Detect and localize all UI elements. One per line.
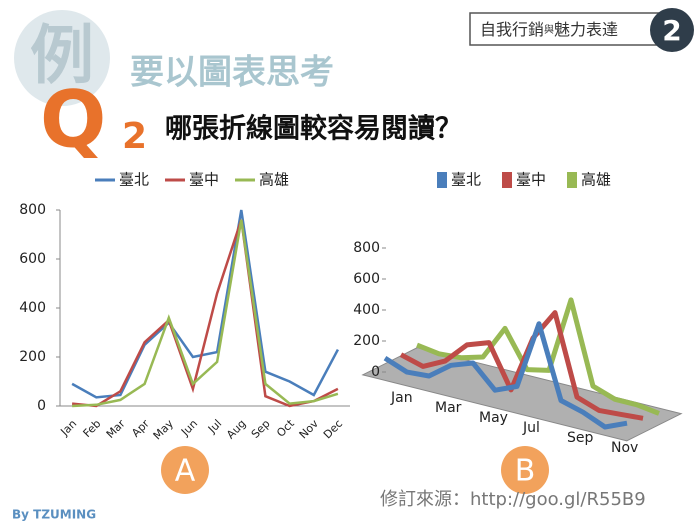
legend-label: 臺北 bbox=[119, 171, 149, 189]
legend-label: 臺中 bbox=[516, 171, 546, 189]
x-tick-label: Mar bbox=[435, 400, 462, 416]
logo: 例 bbox=[30, 20, 94, 94]
x-tick-label: Jun bbox=[178, 417, 200, 439]
q-letter: Q bbox=[40, 75, 106, 165]
x-tick-label: May bbox=[151, 417, 177, 443]
legend-label: 臺北 bbox=[451, 171, 481, 189]
label-a-bg bbox=[161, 446, 209, 494]
header-title: 自我行銷與魅力表達 bbox=[480, 20, 618, 39]
series-line bbox=[71, 209, 340, 399]
x-tick-label: Feb bbox=[81, 417, 104, 440]
legend-swatch bbox=[567, 172, 577, 188]
legend-label: 高雄 bbox=[259, 171, 289, 189]
badge-bg bbox=[650, 8, 694, 52]
label-a: A bbox=[175, 454, 196, 489]
watermark: By TZUMING bbox=[12, 508, 96, 522]
label-b: B bbox=[515, 454, 536, 489]
y-tick-label: 0 bbox=[37, 398, 46, 414]
x-tick-label: Jul bbox=[205, 417, 224, 436]
source: 修訂來源：http://goo.gl/R55B9 bbox=[380, 489, 646, 510]
series-line bbox=[72, 219, 339, 408]
x-tick-label: Aug bbox=[224, 417, 248, 441]
question: 哪張折線圖較容易閱讀？ bbox=[165, 113, 462, 145]
series-line bbox=[71, 219, 339, 408]
label-b-bg bbox=[501, 446, 549, 494]
x-tick-label: Dec bbox=[321, 417, 345, 441]
y-tick-label: 800 bbox=[19, 202, 46, 218]
y-tick-label: 0 bbox=[371, 364, 380, 380]
y-tick-label: 800 bbox=[353, 240, 380, 256]
x-tick-label: Jan bbox=[57, 417, 79, 439]
x-tick-label: Sep bbox=[249, 417, 273, 441]
x-tick-label: Apr bbox=[129, 417, 152, 440]
y-tick-label: 600 bbox=[353, 271, 380, 287]
series-ribbon bbox=[416, 297, 660, 416]
y-tick-label: 200 bbox=[19, 349, 46, 365]
legend-swatch bbox=[502, 172, 512, 188]
x-tick-label: Nov bbox=[611, 440, 638, 456]
subtitle: 要以圖表思考 bbox=[130, 53, 334, 93]
x-tick-label: Jul bbox=[522, 420, 540, 436]
legend-label: 高雄 bbox=[581, 171, 611, 189]
x-tick-label: Nov bbox=[297, 417, 322, 442]
legend-swatch bbox=[437, 172, 447, 188]
series-ribbon bbox=[383, 321, 628, 430]
x-tick-label: Sep bbox=[567, 430, 594, 446]
y-tick-label: 600 bbox=[19, 251, 46, 267]
y-tick-label: 400 bbox=[19, 300, 46, 316]
legend-label: 臺中 bbox=[189, 171, 219, 189]
x-tick-label: May bbox=[479, 410, 508, 426]
y-tick-label: 400 bbox=[353, 302, 380, 318]
badge: 2 bbox=[662, 14, 681, 47]
y-tick-label: 200 bbox=[353, 333, 380, 349]
x-tick-label: Jan bbox=[390, 390, 413, 406]
x-tick-label: Oct bbox=[274, 417, 297, 440]
x-tick-label: Mar bbox=[104, 417, 128, 441]
logo-bg bbox=[14, 10, 110, 106]
q-number: 2 bbox=[122, 116, 147, 157]
header-box bbox=[469, 12, 671, 46]
series-ribbon bbox=[399, 310, 644, 421]
